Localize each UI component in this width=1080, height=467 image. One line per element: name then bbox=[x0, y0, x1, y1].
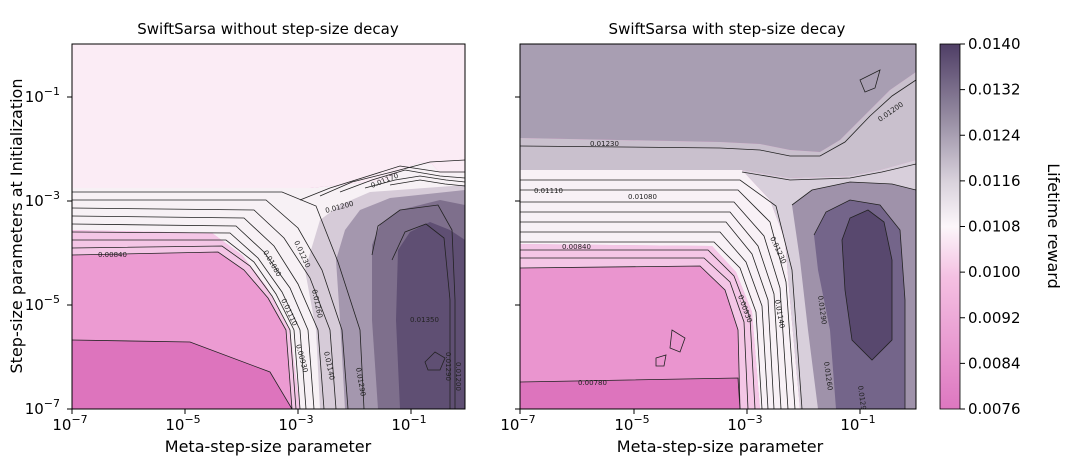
right-clabel-5: 0.00840 bbox=[562, 243, 591, 251]
right-heatmap: 0.01230 0.01200 0.01110 0.01080 0.00840 … bbox=[520, 44, 916, 415]
left-clabel-12: 0.01290 bbox=[444, 352, 452, 381]
panel-left: SwiftSarsa without step-size decay bbox=[7, 20, 466, 456]
colorbar: 0.0140 0.0132 0.0124 0.0116 0.0108 0.0100 0.00… bbox=[939, 35, 1063, 418]
panel-right: SwiftSarsa with step-size decay bbox=[500, 20, 917, 456]
colorbar-tick-label: 0.0100 bbox=[968, 263, 1021, 281]
colorbar-tick-label: 0.0092 bbox=[968, 309, 1021, 327]
right-xticks: 10−7 10−5 10−3 10−1 bbox=[500, 413, 875, 434]
right-xtick-1e-1: 10−1 bbox=[840, 413, 875, 434]
right-clabel-1: 0.01230 bbox=[590, 140, 619, 148]
right-xtick-1e-7: 10−7 bbox=[500, 413, 535, 434]
left-xtick-1e-1: 10−1 bbox=[391, 413, 426, 434]
left-yticks: 10−7 10−5 10−3 10−1 bbox=[25, 85, 60, 418]
right-clabel-7: 0.01290 bbox=[816, 295, 828, 325]
colorbar-tick-label: 0.0116 bbox=[968, 172, 1021, 190]
right-clabel-12: 0.00780 bbox=[578, 379, 607, 387]
left-axis-ticks bbox=[67, 96, 412, 414]
right-xlabel: Meta-step-size parameter bbox=[617, 437, 824, 456]
left-ylabel: Step-size parameters at Initialization bbox=[7, 79, 26, 374]
right-xtick-1e-5: 10−5 bbox=[614, 413, 649, 434]
right-contours bbox=[520, 69, 916, 409]
left-xticks: 10−7 10−5 10−3 10−1 bbox=[52, 413, 426, 434]
left-clabel-1: 0.00840 bbox=[98, 251, 127, 259]
left-title: SwiftSarsa without step-size decay bbox=[137, 20, 399, 38]
right-xtick-1e-3: 10−3 bbox=[727, 413, 762, 434]
right-frame bbox=[519, 43, 917, 410]
left-xlabel: Meta-step-size parameter bbox=[165, 437, 372, 456]
right-clabel-10: 0.01290 bbox=[856, 385, 868, 415]
colorbar-tick-label: 0.0076 bbox=[968, 400, 1021, 418]
right-axis-ticks bbox=[515, 96, 861, 414]
right-clabel-3: 0.01110 bbox=[534, 187, 563, 195]
left-ytick-1e-5: 10−5 bbox=[25, 293, 60, 314]
colorbar-tick-label: 0.0084 bbox=[968, 354, 1021, 372]
left-ytick-1e-1: 10−1 bbox=[25, 85, 60, 106]
colorbar-tick-label: 0.0108 bbox=[968, 218, 1021, 236]
colorbar-tick-label: 0.0124 bbox=[968, 126, 1021, 144]
left-ytick-1e-7: 10−7 bbox=[25, 397, 60, 418]
left-xtick-1e-7: 10−7 bbox=[52, 413, 87, 434]
right-title: SwiftSarsa with step-size decay bbox=[609, 20, 846, 38]
left-heatmap: 0.00840 0.01200 0.01170 0.01080 0.01230 … bbox=[72, 44, 465, 409]
colorbar-label: Lifetime reward bbox=[1044, 163, 1063, 288]
left-xtick-1e-5: 10−5 bbox=[165, 413, 200, 434]
colorbar-ticks: 0.0140 0.0132 0.0124 0.0116 0.0108 0.0100 0.00… bbox=[960, 35, 1021, 418]
colorbar-gradient bbox=[939, 43, 961, 410]
left-contours bbox=[72, 159, 465, 409]
left-clabel-11: 0.01350 bbox=[410, 316, 439, 324]
right-clabel-11: 0.01260 bbox=[822, 361, 834, 391]
right-clabel-4: 0.01080 bbox=[628, 193, 657, 201]
colorbar-tick-label: 0.0140 bbox=[968, 35, 1021, 53]
left-ytick-1e-3: 10−3 bbox=[25, 189, 60, 210]
left-clabel-13: 0.01200 bbox=[454, 362, 462, 391]
left-xtick-1e-3: 10−3 bbox=[278, 413, 313, 434]
colorbar-tick-label: 0.0132 bbox=[968, 81, 1021, 99]
left-frame bbox=[71, 43, 466, 410]
